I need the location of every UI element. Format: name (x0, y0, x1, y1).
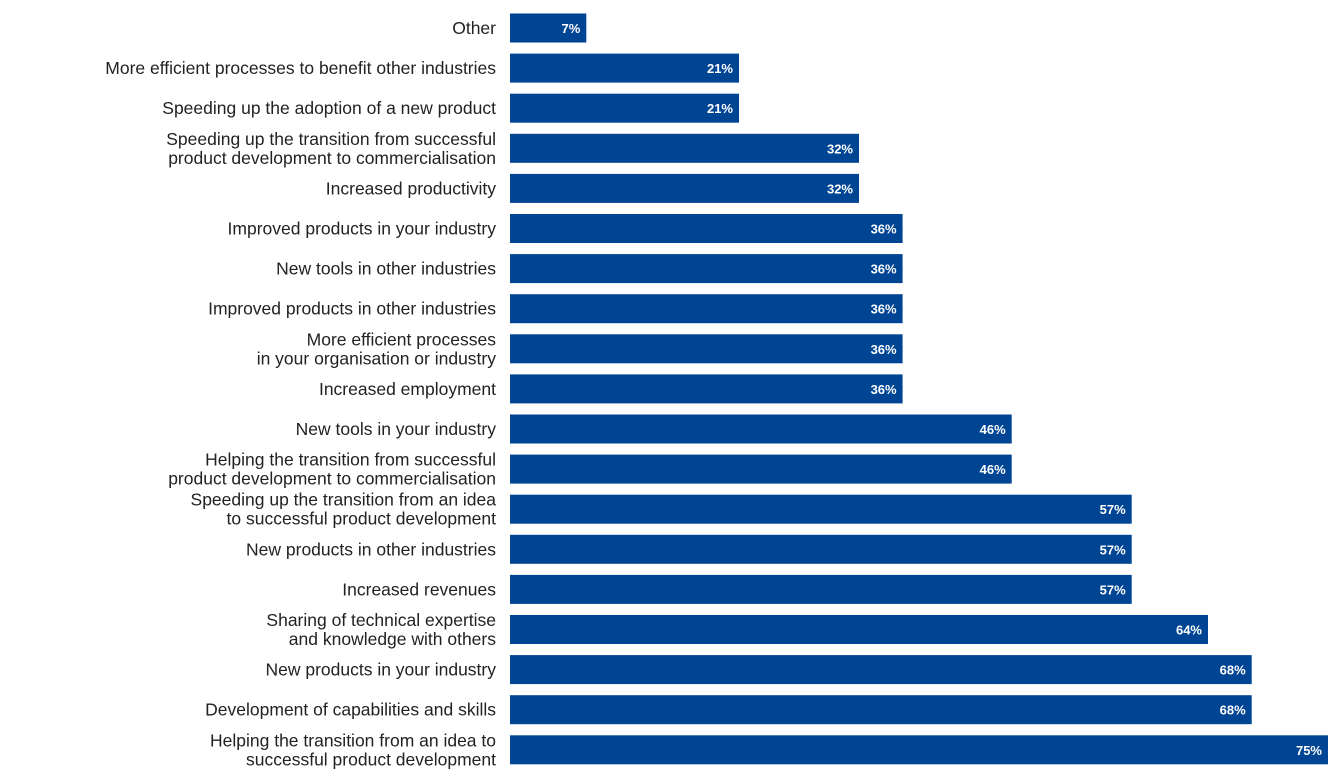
bar (510, 574, 1132, 604)
category-label: Helping the transition from an idea to su… (210, 730, 496, 769)
bar (510, 534, 1132, 564)
category-label: Increased productivity (326, 178, 496, 198)
category-label: New products in your industry (265, 660, 496, 680)
value-label: 36% (871, 342, 897, 357)
bar (510, 294, 903, 324)
category-label: Speeding up the transition from successf… (166, 129, 496, 168)
category-label: Improved products in other industries (208, 299, 496, 319)
category-label: Speeding up the transition from an idea t… (191, 490, 497, 529)
category-label: Increased employment (319, 379, 496, 399)
value-label: 75% (1296, 743, 1322, 758)
category-label: Helping the transition from successful pr… (168, 450, 496, 489)
value-label: 46% (980, 422, 1006, 437)
bar (510, 735, 1328, 765)
value-label: 46% (980, 462, 1006, 477)
value-labels-layer: 7% 21% 21% 32% 32% 36% 36% 36% 36% 36% 46% 46% 57% 57… (562, 21, 1323, 758)
bar (510, 214, 903, 243)
value-label: 36% (871, 262, 897, 277)
value-label: 64% (1176, 623, 1202, 638)
bar (510, 334, 903, 364)
value-label: 21% (707, 101, 733, 116)
category-label: Sharing of technical expertise and knowle… (266, 610, 496, 649)
value-label: 57% (1100, 542, 1126, 557)
value-label: 36% (871, 222, 897, 237)
category-label: Other (452, 18, 496, 38)
value-label: 57% (1100, 502, 1126, 517)
bar (510, 13, 587, 43)
bar (510, 414, 1012, 444)
bar (510, 254, 903, 284)
bar (510, 454, 1012, 484)
bar (510, 53, 739, 83)
bar (510, 93, 739, 123)
bar (510, 655, 1252, 685)
bar (510, 173, 859, 203)
category-label: Development of capabilities and skills (205, 700, 496, 720)
value-label: 68% (1220, 703, 1246, 718)
bars-layer (510, 13, 1328, 765)
category-label: New tools in other industries (276, 259, 496, 279)
value-label: 36% (871, 302, 897, 317)
value-label: 21% (707, 61, 733, 76)
category-label: Speeding up the adoption of a new produc… (162, 98, 496, 118)
category-label: More efficient processes to benefit othe… (105, 58, 496, 78)
category-label: Improved products in your industry (228, 219, 497, 239)
bar (510, 615, 1208, 644)
category-label: Increased revenues (342, 579, 496, 599)
bar (510, 494, 1132, 524)
value-label: 57% (1100, 582, 1126, 597)
category-label: More efficient processes in your organisa… (257, 329, 497, 368)
bar (510, 133, 859, 163)
value-label: 36% (871, 382, 897, 397)
value-label: 32% (827, 181, 853, 196)
value-label: 7% (562, 21, 581, 36)
category-label: New tools in your industry (296, 419, 497, 439)
value-label: 68% (1220, 663, 1246, 678)
category-label: New products in other industries (246, 539, 496, 559)
value-label: 32% (827, 141, 853, 156)
bar (510, 695, 1252, 725)
bar (510, 374, 903, 404)
category-labels-layer: Other More efficient processes to benefit… (105, 18, 496, 769)
